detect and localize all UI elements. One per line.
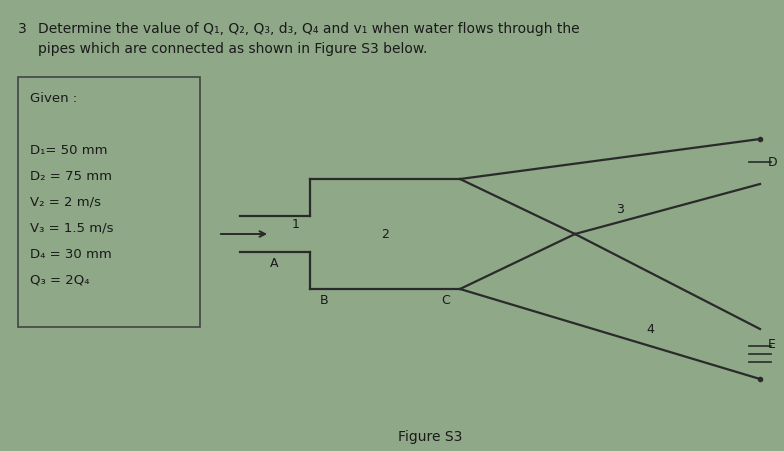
Text: Q₃ = 2Q₄: Q₃ = 2Q₄: [30, 273, 89, 286]
Text: Figure S3: Figure S3: [397, 429, 463, 443]
Text: Determine the value of Q₁, Q₂, Q₃, d₃, Q₄ and v₁ when water flows through the: Determine the value of Q₁, Q₂, Q₃, d₃, Q…: [38, 22, 579, 36]
Text: A: A: [270, 257, 278, 269]
Text: V₃ = 1.5 m/s: V₃ = 1.5 m/s: [30, 221, 114, 235]
Text: D₁= 50 mm: D₁= 50 mm: [30, 144, 107, 156]
Text: 4: 4: [646, 323, 654, 336]
Text: pipes which are connected as shown in Figure S3 below.: pipes which are connected as shown in Fi…: [38, 42, 427, 56]
Bar: [18, 78, 200, 327]
Text: C: C: [441, 293, 450, 306]
Text: 3: 3: [18, 22, 27, 36]
Text: 1: 1: [292, 217, 300, 230]
Text: V₂ = 2 m/s: V₂ = 2 m/s: [30, 196, 101, 208]
Text: 2: 2: [381, 228, 389, 241]
Text: D₄ = 30 mm: D₄ = 30 mm: [30, 248, 112, 260]
Text: Given :: Given :: [30, 92, 78, 105]
Text: D: D: [768, 156, 778, 169]
Text: B: B: [320, 293, 328, 306]
Text: E: E: [768, 338, 776, 351]
Text: D₂ = 75 mm: D₂ = 75 mm: [30, 170, 112, 183]
Text: 3: 3: [616, 203, 624, 216]
